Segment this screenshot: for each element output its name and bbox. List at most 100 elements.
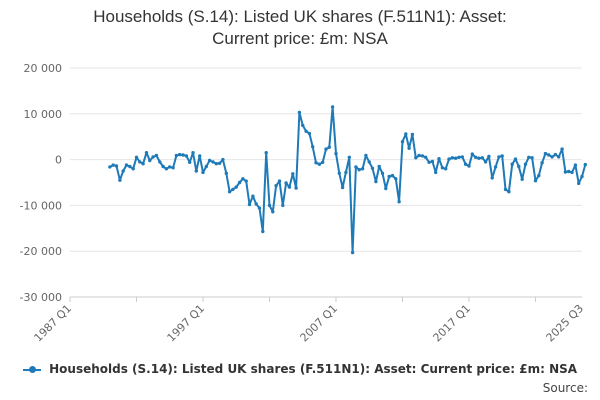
data-point[interactable] [454,156,458,160]
data-point[interactable] [507,190,511,194]
data-point[interactable] [440,166,445,170]
data-point[interactable] [337,171,341,175]
data-point[interactable] [158,160,162,164]
data-point[interactable] [470,152,474,156]
data-point[interactable] [214,162,218,166]
data-point[interactable] [444,167,448,171]
data-point[interactable] [244,179,248,183]
data-point[interactable] [450,156,454,160]
data-point[interactable] [480,156,484,160]
data-point[interactable] [201,170,205,175]
data-point[interactable] [144,151,149,155]
data-point[interactable] [171,166,175,170]
data-point[interactable] [287,185,292,189]
data-point[interactable] [414,156,418,160]
data-point[interactable] [181,153,185,157]
data-point[interactable] [267,203,272,208]
data-point[interactable] [134,155,139,159]
data-point[interactable] [553,152,558,157]
data-point[interactable] [224,171,228,175]
data-point[interactable] [194,169,198,173]
data-point[interactable] [457,155,461,159]
data-point[interactable] [427,160,431,164]
data-point[interactable] [114,164,119,168]
data-point[interactable] [138,160,142,164]
data-point[interactable] [164,167,169,171]
data-point[interactable] [234,185,238,189]
data-point[interactable] [517,164,521,169]
data-point[interactable] [357,168,361,172]
data-point[interactable] [490,176,494,180]
data-point[interactable] [510,162,514,166]
data-point[interactable] [560,147,564,151]
data-point[interactable] [254,202,258,206]
data-point[interactable] [307,131,312,136]
data-point[interactable] [247,202,252,207]
data-point[interactable] [251,194,255,198]
data-point[interactable] [487,154,491,159]
data-point[interactable] [374,179,378,184]
data-point[interactable] [370,166,375,170]
data-point[interactable] [154,153,159,158]
data-point[interactable] [543,151,548,156]
data-point[interactable] [520,177,524,181]
data-point[interactable] [380,171,385,175]
data-point[interactable] [404,132,408,136]
data-point[interactable] [364,153,368,158]
data-point[interactable] [148,158,152,163]
data-point[interactable] [580,174,584,179]
data-point[interactable] [533,179,538,183]
data-point[interactable] [188,160,192,164]
data-point[interactable] [161,164,165,169]
data-point[interactable] [563,170,568,174]
data-point[interactable] [191,151,195,155]
legend[interactable]: Households (S.14): Listed UK shares (F.5… [0,362,600,376]
data-point[interactable] [330,105,335,109]
data-point[interactable] [284,181,288,185]
data-point[interactable] [377,164,381,169]
data-point[interactable] [314,161,318,165]
data-point[interactable] [217,161,222,165]
data-point[interactable] [570,170,574,175]
data-point[interactable] [387,174,391,179]
data-point[interactable] [354,165,358,169]
data-point[interactable] [424,155,428,159]
data-point[interactable] [340,185,345,190]
data-point[interactable] [397,200,401,204]
data-point[interactable] [483,160,488,164]
data-point[interactable] [257,206,262,210]
data-point[interactable] [304,129,308,133]
data-point[interactable] [463,162,468,166]
data-point[interactable] [537,173,541,178]
data-point[interactable] [540,161,544,165]
data-point[interactable] [321,160,325,164]
data-point[interactable] [417,153,421,158]
data-point[interactable] [434,170,438,175]
data-point[interactable] [261,229,265,234]
data-point[interactable] [151,155,155,159]
data-point[interactable] [108,165,112,169]
data-point[interactable] [311,145,315,149]
data-point[interactable] [211,160,215,164]
data-point[interactable] [207,158,212,163]
data-point[interactable] [231,187,235,192]
data-point[interactable] [111,163,115,167]
data-point[interactable] [400,140,405,144]
data-point[interactable] [334,151,338,156]
data-point[interactable] [281,203,285,208]
data-point[interactable] [523,162,528,166]
data-point[interactable] [567,169,571,174]
data-point[interactable] [271,210,275,214]
data-point[interactable] [497,155,501,159]
data-point[interactable] [301,123,305,128]
data-point[interactable] [118,178,122,182]
data-point[interactable] [577,181,581,186]
data-point[interactable] [291,172,295,176]
data-point[interactable] [500,154,504,158]
data-point[interactable] [513,157,518,161]
data-point[interactable] [437,157,441,161]
data-point[interactable] [550,155,554,159]
data-point[interactable] [141,162,145,166]
data-point[interactable] [221,157,225,162]
data-point[interactable] [124,163,129,167]
